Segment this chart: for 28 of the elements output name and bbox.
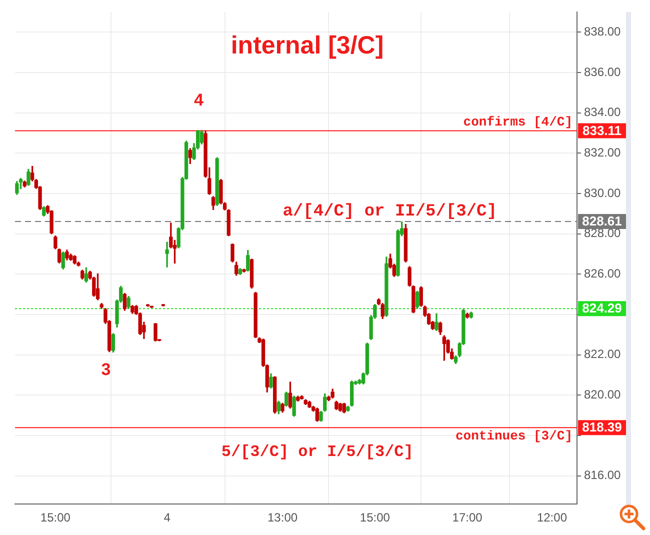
ref-line-label: a/[4/C] or II/5/[3/C]	[282, 202, 497, 222]
annotation: 3	[101, 360, 111, 379]
text: 828.61	[582, 214, 622, 229]
text: 824.29	[582, 300, 622, 316]
text: 818.39	[582, 420, 622, 435]
ref-line-label: continues [3/C]	[455, 428, 573, 444]
y-tick-label: 816.00	[584, 468, 622, 482]
x-tick-label: 12:00	[536, 510, 568, 525]
y-tick-label: 828.00	[584, 226, 622, 240]
x-tick-label: 13:00	[268, 510, 298, 525]
ref-line-label: confirms [4/C]	[463, 114, 573, 130]
text: internal [3/C]	[230, 31, 384, 60]
text: 833.11	[582, 122, 622, 138]
y-tick-label: 838.00	[584, 24, 622, 38]
y-tick-label: 830.00	[584, 186, 622, 200]
y-tick-label: 836.00	[584, 64, 622, 79]
x-tick-label: 17:00	[452, 510, 483, 525]
x-tick-label: 15:00	[40, 510, 71, 525]
y-tick-label: 832.00	[584, 145, 622, 160]
y-tick-label: 826.00	[584, 266, 622, 280]
x-tick-label: 4	[164, 510, 171, 525]
x-tick-label: 15:00	[360, 510, 390, 525]
candlestick	[165, 242, 169, 268]
annotation: 5/[3/C] or I/5/[3/C]	[221, 442, 414, 461]
y-tick-label: 820.00	[584, 387, 622, 402]
annotation: 4	[194, 90, 204, 110]
y-tick-label: 834.00	[584, 105, 622, 120]
y-tick-label: 822.00	[584, 347, 622, 362]
